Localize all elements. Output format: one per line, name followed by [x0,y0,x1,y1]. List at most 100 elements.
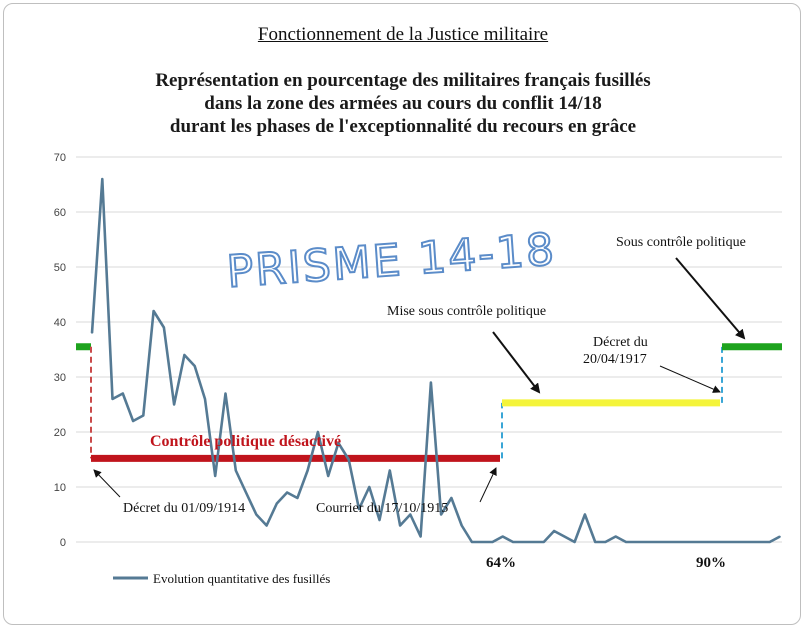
marker-90-percent: 90% [696,555,726,571]
data-point [543,541,545,543]
data-point [625,541,627,543]
data-point [481,541,484,543]
data-point [666,541,668,543]
subtitle-line-3: durant les phases de l'exceptionnalité d… [169,116,637,137]
data-point [122,392,124,395]
data-point [614,535,617,538]
y-tick-label: 40 [54,317,66,329]
data-point [286,491,288,494]
data-point [142,414,145,417]
data-point [584,513,586,516]
reference-levels [76,343,782,462]
data-point [471,541,473,543]
data-point [152,310,155,312]
grid-lines [76,156,782,543]
data-point [573,541,576,543]
data-point [234,469,237,472]
data-point [265,524,268,527]
y-tick-label: 30 [54,372,66,384]
series-fusilles [90,177,781,544]
data-point [501,535,504,538]
data-point [255,513,258,516]
data-point [717,541,720,543]
data-point [635,541,638,543]
data-point [440,513,442,516]
arrow-courrier-1915 [479,467,497,503]
data-point [276,502,278,505]
data-point [563,535,566,538]
data-point [532,541,535,543]
data-point [358,508,360,510]
marker-64-percent: 64% [486,555,516,571]
data-point [327,475,329,477]
data-point [553,530,555,532]
data-point [317,431,319,433]
label-decret-1917-line2: 20/04/1917 [583,352,647,367]
y-tick-label: 50 [54,262,66,274]
legend-label: Evolution quantitative des fusillés [153,571,330,586]
data-point [193,365,196,367]
y-tick-label: 60 [54,207,66,219]
data-point [768,541,771,543]
data-point [522,541,525,543]
data-point [686,541,689,543]
data-point [676,541,679,543]
label-decret-1917-line1: Décret du [593,335,648,350]
data-point [738,541,740,543]
label-decret-1914: Décret du 01/09/1914 [123,501,245,516]
data-point [430,381,432,384]
data-point [306,469,309,472]
data-point [748,541,750,543]
arrow-decret-1917 [659,365,721,393]
data-point [183,354,186,356]
label-courrier-1915: Courrier du 17/10/1915 [316,501,448,516]
y-tick-label: 10 [54,482,66,494]
arrow-mise-sous-controle [492,331,541,394]
data-point [91,332,93,334]
data-point [388,469,391,472]
label-mise-sous-controle: Mise sous contrôle politique [387,304,546,319]
watermark: PRISME 14-18 [225,224,557,298]
data-point [132,420,134,422]
data-point [512,541,514,543]
y-tick-label: 20 [54,427,66,439]
y-axis-tick-labels: 0 10 20 30 40 50 60 70 [54,152,66,549]
data-point [707,541,709,543]
page-title: Fonctionnement de la Justice militaire [257,24,549,45]
data-point [399,524,401,527]
data-point [347,458,350,461]
data-point [460,524,463,527]
label-controle-desactive: Contrôle politique désactivé [150,433,341,450]
subtitle-line-2: dans la zone des armées au cours du conf… [204,93,602,114]
data-point [758,541,761,543]
data-point [224,392,227,395]
data-point [727,541,730,543]
data-point [163,326,165,329]
data-point [491,541,494,543]
label-sous-controle: Sous contrôle politique [616,235,746,250]
subtitle-line-1: Représentation en pourcentage des milita… [155,70,651,91]
data-point [245,491,247,494]
data-point [337,442,340,444]
y-tick-label: 70 [54,152,66,164]
data-point [101,178,104,180]
data-point [214,475,217,477]
data-point [450,497,453,499]
data-point [368,486,371,488]
data-point [779,535,781,538]
data-point [419,535,422,538]
chart-frame [3,3,801,625]
series-line [90,177,781,544]
data-point [645,541,648,543]
data-point [378,519,381,521]
data-point [173,403,175,406]
data-point [594,541,596,543]
data-point [409,513,412,516]
arrow-decret-1914 [93,469,121,498]
data-point [655,541,658,543]
arrow-sous-controle [675,257,746,340]
data-point [111,398,114,400]
y-tick-label: 0 [60,537,66,549]
data-point [604,541,607,543]
